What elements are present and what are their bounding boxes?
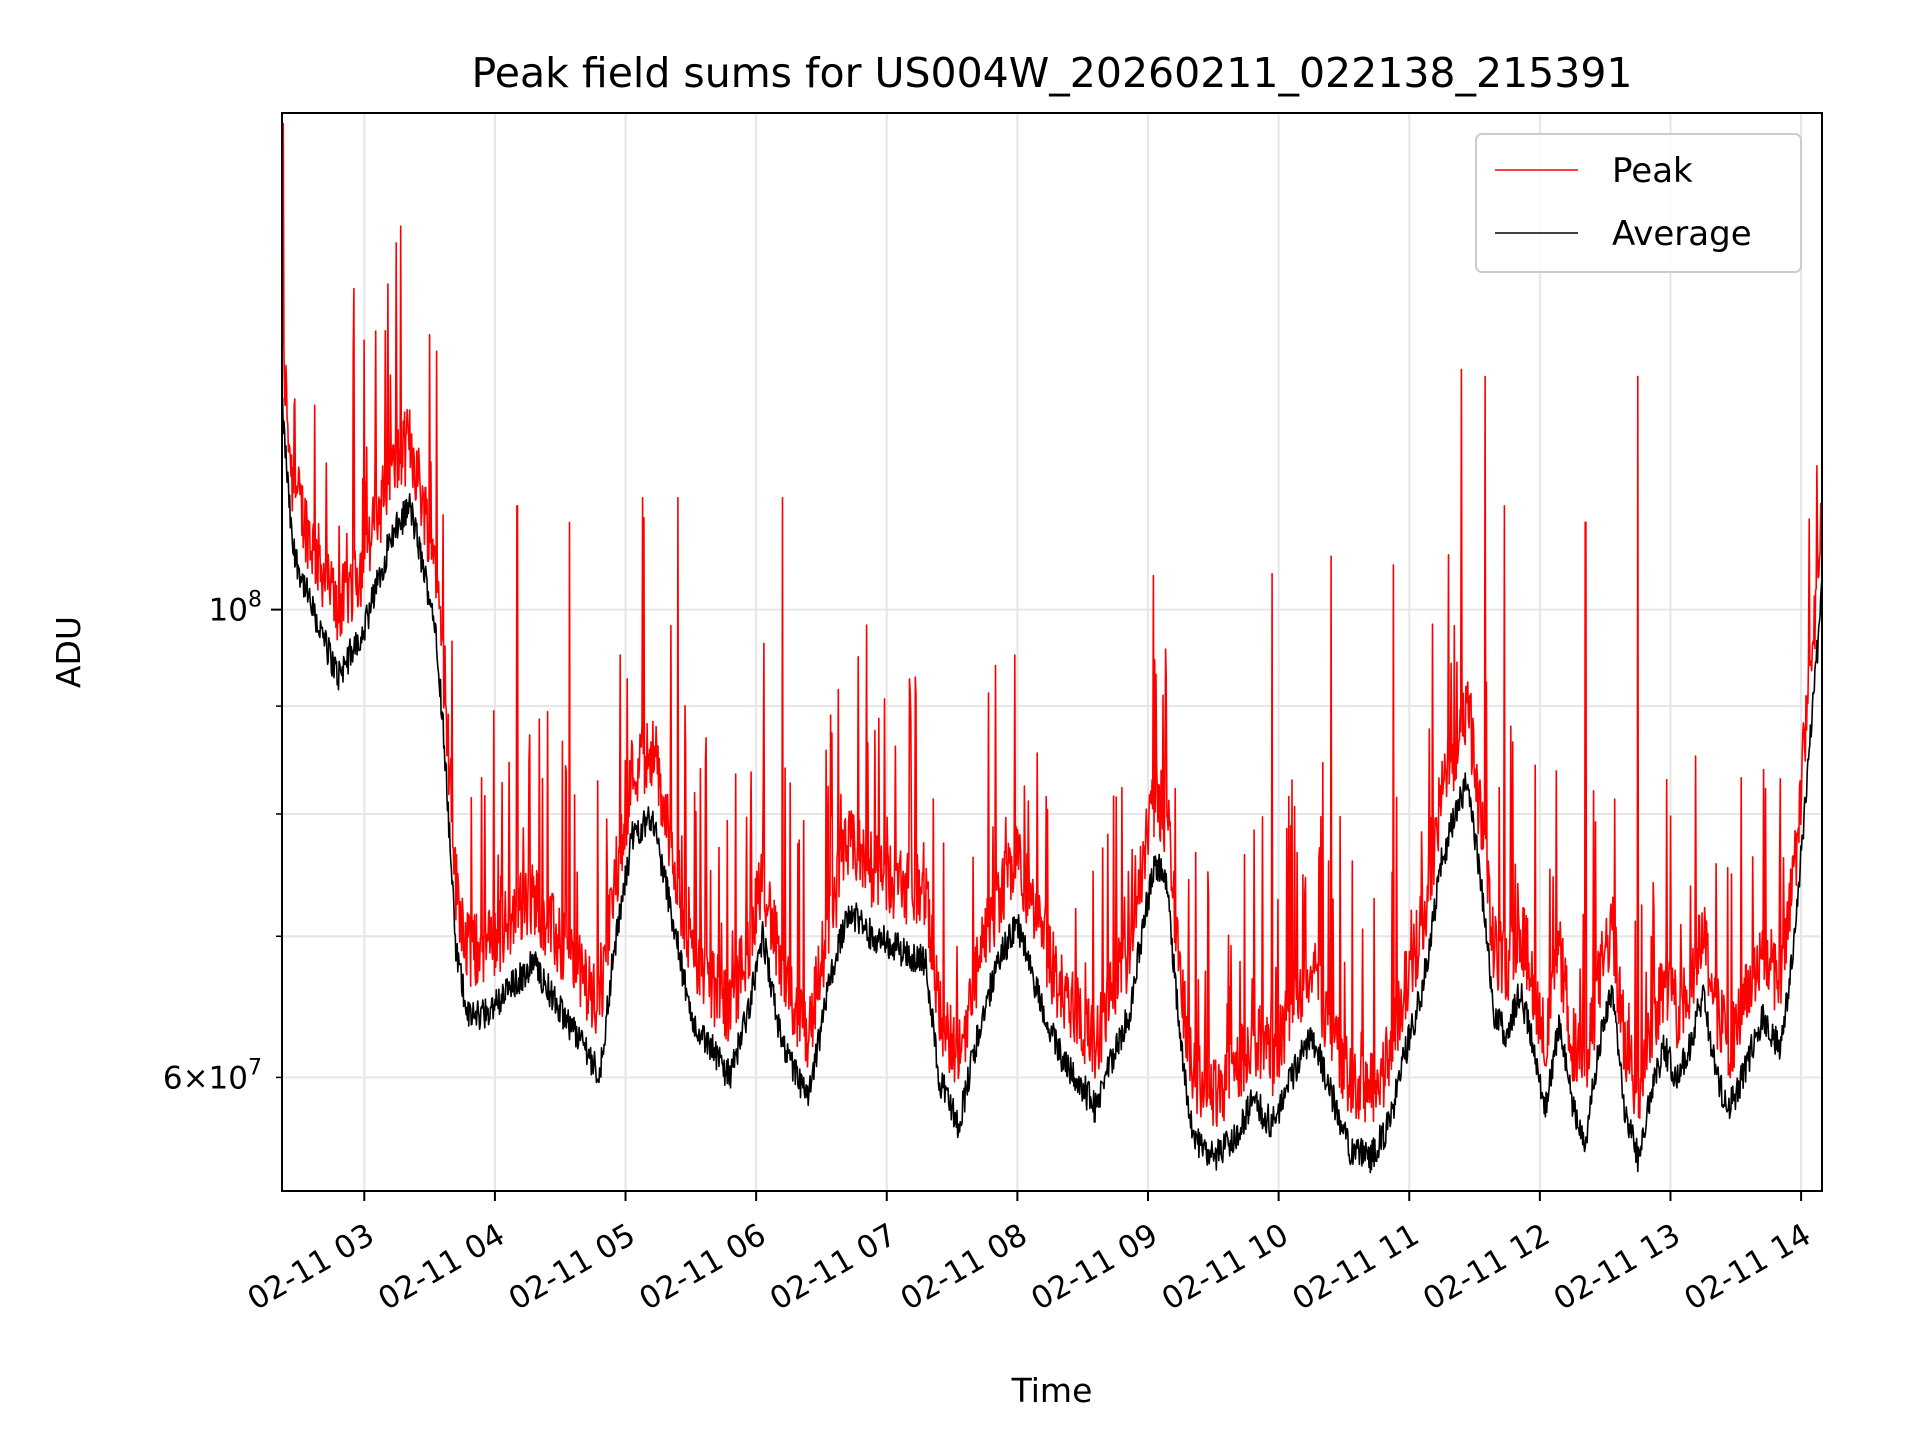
plot-frame: [281, 112, 1823, 1192]
series-line-average: [282, 397, 1822, 1174]
plot-background: [282, 113, 1822, 1191]
legend-label-peak: Peak: [1612, 151, 1693, 191]
y-tick-label: 6×107: [163, 1055, 262, 1096]
y-axis-label: ADU: [49, 616, 88, 688]
legend-label-average: Average: [1612, 214, 1752, 254]
legend-box: [1475, 133, 1802, 273]
y-axis: 108 6×107: [163, 588, 282, 1096]
legend: Peak Average: [1475, 133, 1802, 273]
x-axis-label: Time: [1011, 1371, 1093, 1410]
y-tick-label: 108: [209, 588, 262, 629]
series-line-peak: [282, 122, 1822, 1127]
chart-title: Peak field sums for US004W_20260211_0221…: [471, 49, 1632, 97]
